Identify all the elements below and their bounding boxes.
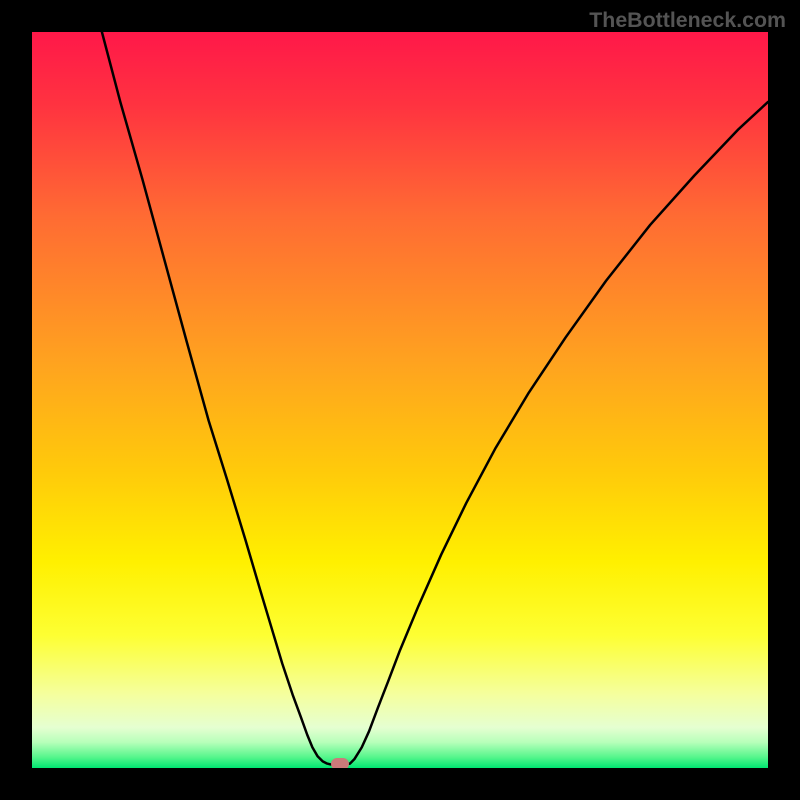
plot-area	[32, 32, 768, 768]
minimum-marker	[331, 758, 349, 768]
curve-layer	[32, 32, 768, 768]
watermark-text: TheBottleneck.com	[589, 8, 786, 33]
bottleneck-curve	[102, 32, 768, 764]
